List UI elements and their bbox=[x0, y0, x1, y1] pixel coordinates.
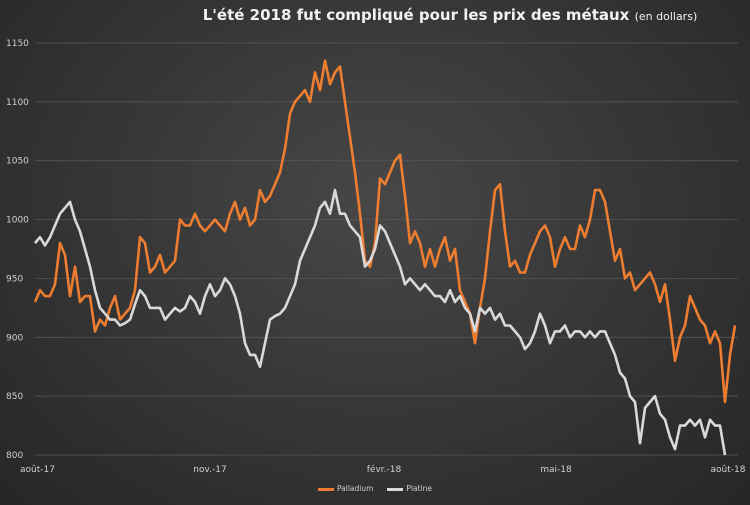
series-line-palladium bbox=[33, 59, 737, 404]
title-text: L'été 2018 fut compliqué pour les prix d… bbox=[202, 6, 630, 24]
y-tick-label: 950 bbox=[6, 274, 23, 284]
y-tick-label: 1050 bbox=[6, 157, 29, 167]
y-tick-label: 800 bbox=[6, 451, 23, 461]
legend-item-palladium: Palladium bbox=[317, 484, 374, 493]
y-tick-label: 900 bbox=[6, 333, 23, 343]
y-tick-label: 850 bbox=[6, 392, 23, 402]
series-line-platine bbox=[34, 188, 727, 456]
x-tick-label: mai-18 bbox=[540, 465, 572, 475]
legend: Palladium Platine bbox=[0, 484, 750, 493]
x-tick-label: août-17 bbox=[20, 465, 55, 475]
x-tick-label: août-18 bbox=[711, 465, 746, 475]
x-tick-label: nov.-17 bbox=[193, 465, 226, 475]
legend-swatch bbox=[387, 487, 404, 491]
x-tick-label: févr.-18 bbox=[367, 464, 402, 475]
y-tick-label: 1150 bbox=[6, 39, 29, 49]
legend-label: Platine bbox=[406, 484, 433, 493]
legend-item-platine: Platine bbox=[387, 484, 432, 493]
legend-label: Palladium bbox=[336, 484, 374, 493]
y-tick-label: 1000 bbox=[6, 216, 29, 226]
y-tick-label: 1100 bbox=[6, 98, 29, 108]
legend-swatch bbox=[317, 487, 334, 491]
chart-subtitle: (en dollars) bbox=[634, 10, 698, 23]
chart-title: L'été 2018 fut compliqué pour les prix d… bbox=[0, 6, 750, 24]
